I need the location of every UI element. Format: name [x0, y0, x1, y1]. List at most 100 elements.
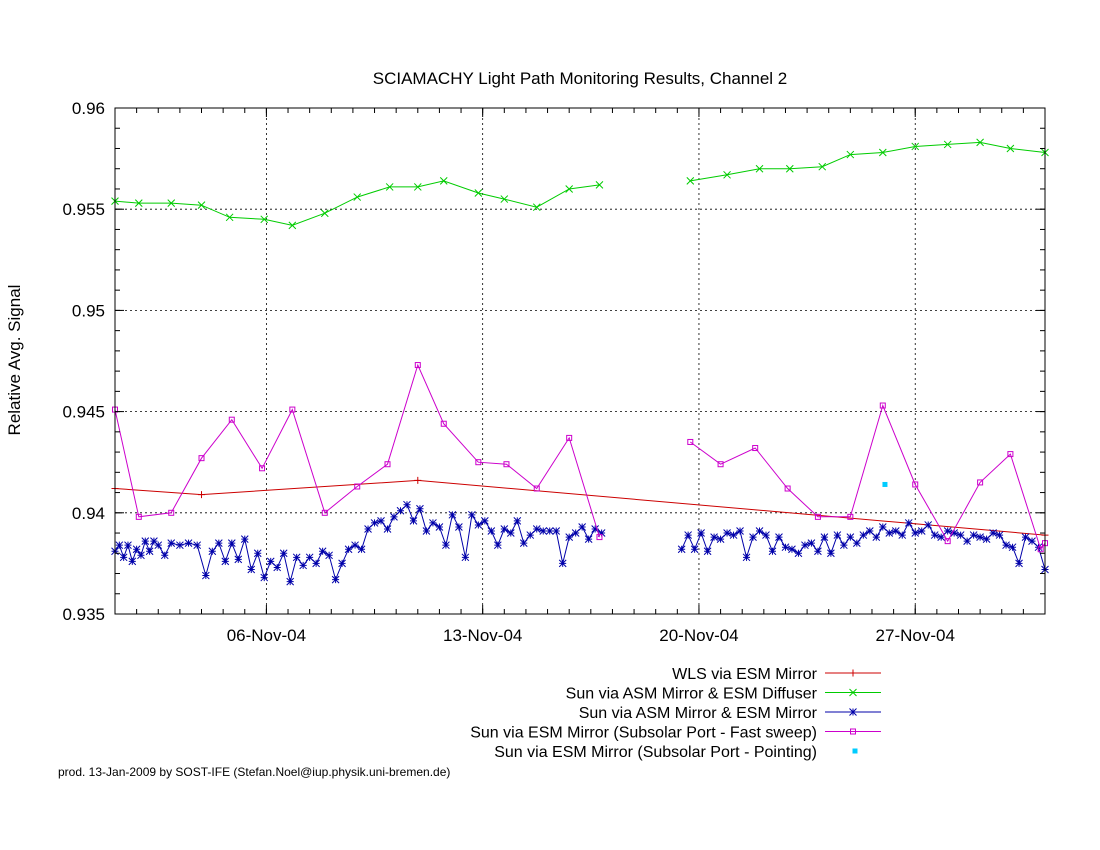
data-point [413, 183, 422, 191]
data-point [141, 537, 150, 545]
data-point [288, 221, 297, 230]
data-point [775, 533, 783, 541]
data-point [878, 148, 887, 157]
data-point [566, 434, 573, 441]
series-line-2 [114, 503, 1046, 582]
data-point [468, 510, 476, 519]
data-point [128, 557, 137, 566]
y-axis-label: Relative Avg. Signal [5, 285, 24, 436]
data-point [571, 529, 580, 537]
data-point [969, 531, 978, 539]
data-point [370, 519, 379, 527]
data-point [500, 525, 509, 533]
data-point [677, 545, 686, 554]
data-point [904, 519, 913, 527]
data-point [1021, 533, 1030, 541]
data-point [882, 481, 888, 487]
data-point [1008, 543, 1017, 552]
data-point [526, 531, 535, 539]
data-point [865, 527, 874, 535]
data-point [917, 527, 926, 535]
data-point [305, 553, 314, 562]
data-point [198, 455, 205, 462]
data-point [422, 527, 431, 535]
data-point [533, 485, 540, 492]
data-point [878, 523, 887, 531]
data-point [859, 531, 868, 539]
data-point [846, 533, 855, 541]
series-1 [111, 138, 1049, 230]
data-point [154, 541, 163, 550]
data-point [253, 549, 262, 558]
data-point [827, 549, 835, 558]
data-point [396, 506, 405, 515]
data-point [930, 531, 939, 539]
data-point [167, 199, 176, 207]
data-point [331, 575, 340, 584]
data-point [134, 199, 143, 207]
data-point [818, 162, 827, 171]
data-point [1028, 537, 1036, 545]
data-point [703, 547, 712, 556]
data-point [351, 541, 359, 550]
y-tick-label: 0.95 [72, 301, 105, 320]
data-point [201, 571, 210, 580]
data-point [197, 201, 206, 210]
series-layer [111, 138, 1049, 586]
data-point [807, 539, 816, 548]
data-point [794, 549, 803, 558]
data-point [943, 527, 952, 535]
data-point [193, 541, 202, 550]
data-point [385, 183, 394, 191]
data-point [937, 533, 946, 541]
data-point [584, 535, 593, 543]
data-point [312, 559, 320, 568]
data-point [788, 545, 796, 554]
data-point [755, 527, 764, 535]
legend: WLS via ESM Mirror Sun via ASM Mirror & E… [470, 666, 881, 761]
data-point [227, 539, 236, 548]
data-point [977, 479, 984, 486]
legend-marker [852, 748, 858, 754]
x-tick-label: 20-Nov-04 [659, 626, 738, 645]
data-point [597, 529, 606, 537]
data-point [260, 573, 269, 582]
data-point [519, 539, 528, 548]
data-point [989, 529, 997, 537]
data-point [416, 504, 424, 513]
data-point [911, 142, 920, 151]
data-point [184, 539, 193, 548]
legend-label: Sun via ESM Mirror (Subsolar Port - Fast… [470, 725, 817, 742]
data-point [247, 565, 256, 574]
y-tick-label: 0.955 [62, 200, 105, 219]
data-point [292, 553, 301, 562]
data-point [885, 529, 894, 537]
data-point [461, 553, 470, 562]
data-point [762, 531, 770, 539]
data-point [338, 559, 346, 568]
y-tick-label: 0.935 [62, 605, 105, 624]
data-point [595, 181, 604, 189]
data-point [558, 559, 567, 568]
data-point [500, 195, 509, 203]
data-point [781, 543, 790, 552]
data-point [982, 535, 991, 543]
data-point [289, 406, 296, 413]
data-point [318, 547, 327, 556]
legend-label: Sun via ASM Mirror & ESM Diffuser [566, 686, 818, 703]
data-point [801, 541, 809, 550]
data-point [785, 164, 794, 173]
data-point [403, 500, 411, 509]
data-point [320, 209, 329, 218]
data-point [240, 535, 249, 543]
data-point [150, 537, 158, 545]
data-point [710, 533, 718, 541]
data-point [1007, 451, 1014, 458]
data-point [414, 362, 421, 369]
legend-label: Sun via ASM Mirror & ESM Mirror [579, 705, 818, 722]
data-point [344, 545, 353, 554]
data-point [686, 177, 695, 185]
data-point [135, 513, 142, 520]
data-point [532, 525, 541, 533]
